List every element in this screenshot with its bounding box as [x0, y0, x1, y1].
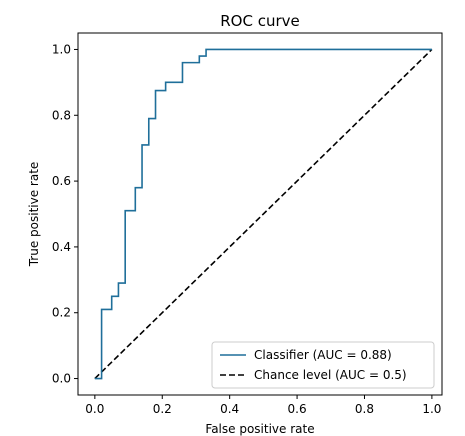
x-tick-label: 0.0: [85, 402, 104, 416]
classifier-roc-line: [94, 48, 432, 380]
y-tick-label: 0.2: [52, 306, 71, 320]
y-tick-label: 0.6: [52, 174, 71, 188]
x-tick-label: 0.4: [220, 402, 239, 416]
chart-title: ROC curve: [220, 12, 300, 30]
y-axis-ticks: 0.0 0.2 0.4 0.6 0.8 1.0: [52, 42, 78, 386]
y-tick-label: 0.0: [52, 372, 71, 386]
y-tick-label: 1.0: [52, 42, 71, 56]
legend-entry: Chance level (AUC = 0.5): [254, 368, 407, 382]
plot-frame: [77, 32, 443, 396]
y-tick-label: 0.8: [52, 108, 71, 122]
x-tick-label: 1.0: [422, 402, 441, 416]
x-tick-label: 0.8: [355, 402, 374, 416]
series-layer: [94, 48, 433, 380]
legend-entry: Classifier (AUC = 0.88): [254, 348, 392, 362]
legend-box: [211, 341, 435, 389]
x-axis-ticks: 0.0 0.2 0.4 0.6 0.8 1.0: [85, 395, 441, 416]
x-tick-label: 0.2: [153, 402, 172, 416]
x-axis-label: False positive rate: [205, 422, 314, 436]
x-tick-label: 0.6: [288, 402, 307, 416]
legend: Classifier (AUC = 0.88) Chance level (AUC…: [211, 341, 435, 389]
y-axis-label: True positive rate: [27, 162, 41, 268]
chance-level-line: [94, 48, 433, 380]
y-tick-label: 0.4: [52, 240, 71, 254]
